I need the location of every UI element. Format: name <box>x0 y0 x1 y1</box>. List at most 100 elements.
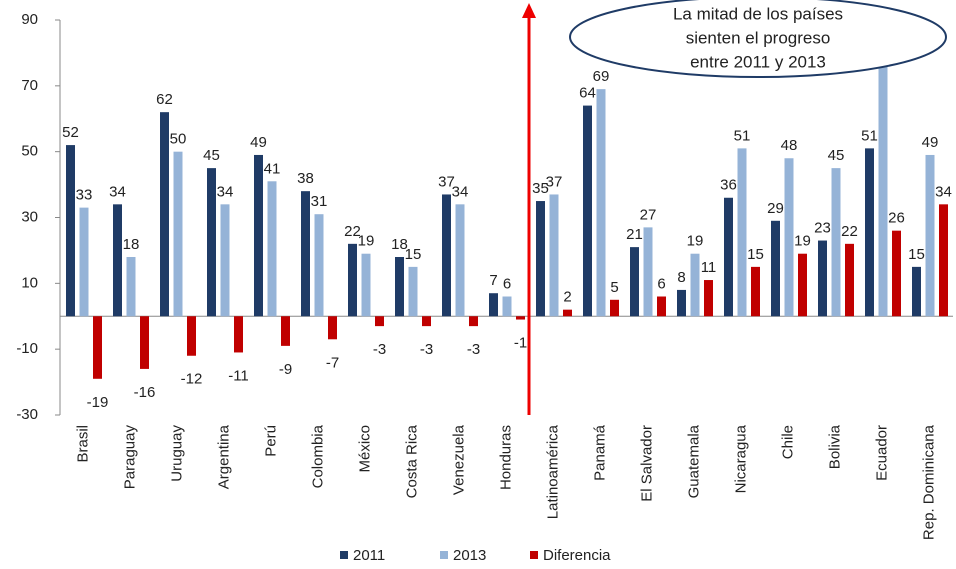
bar <box>254 154 263 317</box>
annotation-bubble <box>569 0 947 78</box>
bar <box>878 62 888 317</box>
x-tick-label: Venezuela <box>450 424 467 495</box>
y-tick-label: -10 <box>16 340 38 357</box>
data-label: 52 <box>62 124 79 141</box>
data-label: 2 <box>563 289 571 306</box>
x-tick-label: México <box>356 425 373 473</box>
bar <box>677 289 686 317</box>
data-label: -7 <box>326 354 339 371</box>
data-label: 15 <box>747 246 764 263</box>
bar <box>422 316 431 327</box>
bar <box>160 112 169 317</box>
data-label: 19 <box>687 233 704 250</box>
data-label: 64 <box>579 85 596 102</box>
bar <box>610 299 619 317</box>
bar <box>234 316 243 353</box>
bar <box>536 201 545 317</box>
x-tick-label: Panamá <box>591 424 608 481</box>
x-tick-label: Argentina <box>215 424 232 489</box>
data-label: 35 <box>532 180 549 197</box>
data-label: 19 <box>358 233 375 250</box>
bar <box>771 220 780 317</box>
bar <box>925 154 935 317</box>
x-tick-label: Bolivia <box>826 424 843 469</box>
bar <box>301 191 310 317</box>
bar <box>630 247 639 317</box>
bar <box>361 253 371 317</box>
data-label: 18 <box>123 236 140 253</box>
data-label: 45 <box>828 147 845 164</box>
data-label: 29 <box>767 200 784 217</box>
bar <box>865 148 874 317</box>
data-label: -1 <box>514 335 527 352</box>
data-label: 7 <box>489 272 497 289</box>
bar <box>66 145 75 317</box>
data-label: 18 <box>391 236 408 253</box>
legend-swatch <box>530 551 538 559</box>
data-label: 6 <box>503 275 511 292</box>
bar <box>549 194 559 317</box>
bar <box>643 227 653 317</box>
data-label: 36 <box>720 177 737 194</box>
bar <box>281 316 290 346</box>
data-label: 34 <box>109 183 126 200</box>
x-tick-label: Rep. Dominicana <box>920 424 937 540</box>
data-label: 34 <box>935 183 952 200</box>
data-label: 15 <box>405 246 422 263</box>
data-label: -3 <box>373 341 386 358</box>
data-label: 22 <box>841 223 858 240</box>
legend-label: Diferencia <box>543 547 611 564</box>
bar <box>79 207 89 317</box>
bar <box>563 309 572 317</box>
bar <box>704 280 713 317</box>
y-tick-label: 10 <box>21 274 38 291</box>
data-label: 37 <box>438 173 455 190</box>
x-tick-label: Uruguay <box>168 425 185 482</box>
data-label: 45 <box>203 147 220 164</box>
bar <box>751 266 760 317</box>
bar <box>455 204 465 317</box>
annotation: sienten el progreso <box>686 28 831 47</box>
y-tick-label: 50 <box>21 143 38 160</box>
bar <box>220 204 230 317</box>
legend-label: 2013 <box>453 547 486 564</box>
data-label: 51 <box>861 127 878 144</box>
bar <box>690 253 700 317</box>
data-label: 34 <box>217 183 234 200</box>
bar <box>724 197 733 317</box>
bar <box>93 316 102 379</box>
data-label: 21 <box>626 226 643 243</box>
annotation: La mitad de los países <box>673 4 843 23</box>
bar <box>737 148 747 317</box>
data-label: 22 <box>344 223 361 240</box>
bar <box>939 204 948 317</box>
x-tick-label: Ecuador <box>873 425 890 481</box>
bar <box>187 316 196 356</box>
bar <box>469 316 478 327</box>
x-tick-label: Chile <box>779 425 796 459</box>
bar <box>348 243 357 317</box>
bar <box>328 316 337 340</box>
bar <box>267 181 277 317</box>
bar <box>408 266 418 317</box>
data-label: 34 <box>452 183 469 200</box>
bar <box>442 194 451 317</box>
data-label: -3 <box>420 341 433 358</box>
data-label: -3 <box>467 341 480 358</box>
data-label: 50 <box>170 131 187 148</box>
data-label: -19 <box>87 394 109 411</box>
bar <box>784 158 794 317</box>
x-tick-label: El Salvador <box>638 425 655 502</box>
data-label: 38 <box>297 170 314 187</box>
bar <box>314 214 324 317</box>
bar <box>596 89 606 317</box>
data-label: 31 <box>311 193 328 210</box>
x-tick-label: Guatemala <box>685 424 702 498</box>
bar <box>375 316 384 327</box>
bar <box>113 204 122 317</box>
arrow-head <box>522 3 536 18</box>
y-tick-label: -30 <box>16 406 38 423</box>
data-label: 15 <box>908 246 925 263</box>
bar <box>798 253 807 317</box>
